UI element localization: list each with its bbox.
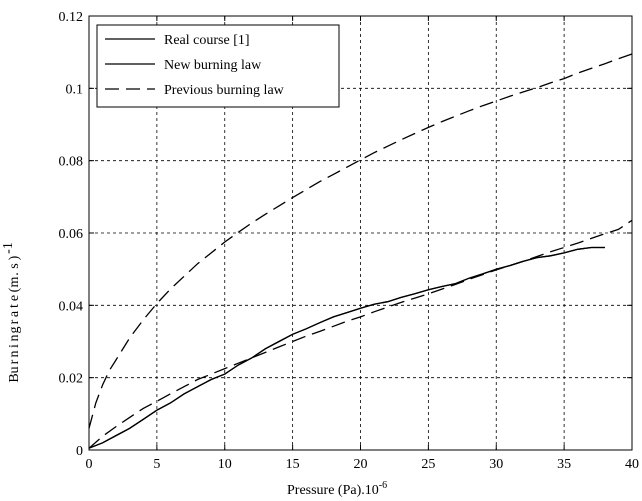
y-axis-label-char: r: [7, 319, 22, 324]
y-axis-label-char: g: [7, 327, 22, 334]
x-tick-label: 0: [86, 457, 93, 472]
y-axis-label-char: i: [7, 344, 22, 348]
y-tick-label: 0.1: [66, 82, 84, 97]
y-tick-label: 0: [76, 444, 83, 459]
x-tick-label: 35: [557, 457, 571, 472]
x-axis-label-superscript: -6: [379, 480, 387, 491]
y-axis-label-char: n: [7, 351, 22, 358]
series-line-3: [88, 53, 633, 429]
y-tick-label: 0.08: [59, 155, 84, 170]
y-axis-label-char: a: [7, 310, 22, 317]
series-layer: [88, 53, 633, 449]
x-tick-label: 10: [218, 457, 232, 472]
y-axis-label-char: m: [7, 276, 22, 287]
y-tick-label: 0.02: [59, 372, 84, 387]
ticks: [88, 15, 633, 451]
y-tick-label: 0.12: [59, 10, 84, 25]
legend-label-1: Real course [1]: [164, 33, 250, 48]
x-tick-label: 40: [625, 457, 639, 472]
y-axis-label-char: ): [7, 255, 22, 260]
legend-label-2: New burning law: [164, 58, 262, 73]
y-axis-label-char: n: [7, 335, 22, 342]
y-tick-label: 0.06: [59, 227, 84, 242]
y-axis-label-char: e: [7, 295, 22, 301]
y-axis-label-char: t: [7, 304, 22, 308]
y-tick-labels: 0 0.02 0.04 0.06 0.08 0.1 0.12: [59, 10, 84, 459]
series-line-2: [88, 246, 605, 449]
y-tick-label: 0.04: [59, 299, 84, 314]
x-axis-label: Pressure (Pa).10-6: [287, 480, 387, 498]
legend-entries: Real course [1] New burning law Previous b…: [105, 33, 285, 98]
legend: Real course [1] New burning law Previous b…: [96, 24, 340, 108]
y-axis-label-char: u: [7, 367, 22, 374]
y-axis-label-char: .: [7, 272, 22, 276]
y-axis-label-superscript: -1: [1, 242, 16, 254]
y-axis-label-char: s: [7, 263, 22, 268]
series-line-1: [88, 246, 605, 449]
series-line-4: [88, 219, 633, 449]
y-axis-label-char: B: [7, 373, 22, 382]
x-axis-label-text: Pressure (Pa).10: [287, 483, 379, 498]
y-axis-label-char: (: [7, 287, 22, 292]
x-tick-label: 5: [153, 457, 160, 472]
x-tick-label: 20: [354, 457, 368, 472]
x-tick-label: 30: [489, 457, 503, 472]
x-tick-label: 15: [286, 457, 300, 472]
x-tick-label: 25: [421, 457, 435, 472]
y-axis-label-char: r: [7, 359, 22, 364]
x-tick-labels: 0 5 10 15 20 25 30 35 40: [86, 457, 640, 472]
legend-label-3: Previous burning law: [164, 83, 285, 98]
